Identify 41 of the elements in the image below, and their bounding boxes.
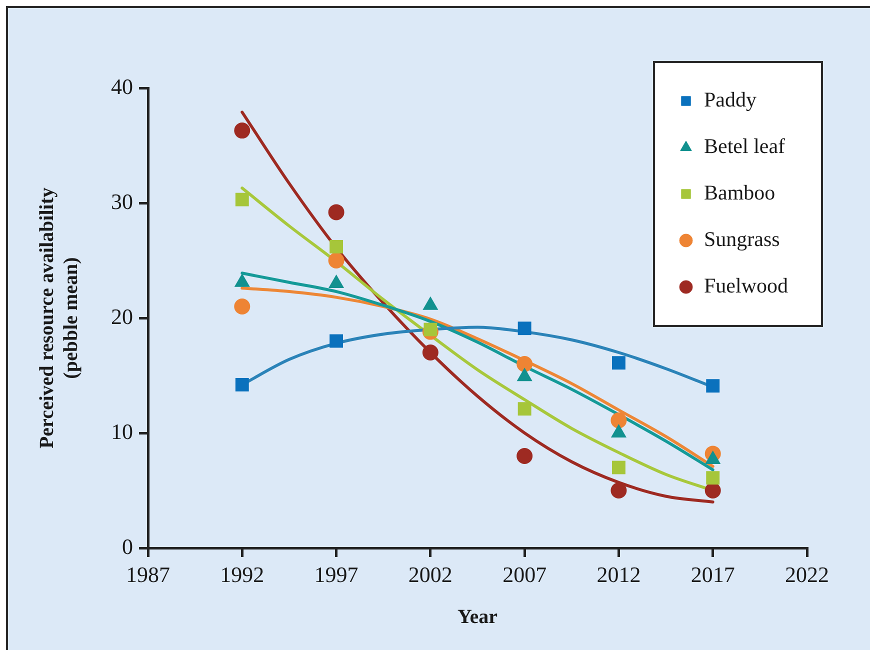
- point: [424, 322, 438, 336]
- point: [610, 412, 627, 428]
- x-tick-label: 2012: [596, 562, 641, 587]
- point: [518, 322, 532, 336]
- y-tick-label: 0: [122, 534, 133, 559]
- y-tick-label: 40: [111, 74, 133, 99]
- point: [328, 252, 344, 268]
- point: [706, 471, 720, 485]
- point: [704, 482, 721, 498]
- point: [330, 334, 344, 348]
- y-axis-title: Perceived resource availability (pebble mean): [36, 187, 82, 449]
- point: [706, 379, 720, 393]
- x-tick-label: 1987: [126, 562, 170, 587]
- y-tick-label: 20: [111, 304, 133, 329]
- point: [328, 204, 344, 220]
- x-tick-label: 2017: [690, 562, 735, 587]
- point: [422, 344, 438, 360]
- point: [234, 122, 250, 139]
- point: [610, 482, 627, 498]
- y-tick-label: 10: [111, 418, 133, 444]
- point: [612, 356, 626, 370]
- point: [330, 240, 344, 254]
- point: [516, 448, 533, 464]
- x-tick-label: 1997: [314, 562, 358, 587]
- legend-label: Sungrass: [704, 227, 780, 252]
- point: [516, 356, 533, 372]
- x-tick-label: 2022: [785, 562, 829, 587]
- point: [235, 378, 249, 392]
- point: [518, 402, 532, 416]
- point: [234, 298, 250, 314]
- y-tick-label: 30: [111, 188, 133, 214]
- legend-label: Fuelwood: [704, 274, 788, 298]
- point: [612, 460, 626, 474]
- legend-label: Betel leaf: [704, 134, 786, 158]
- legend-label: Paddy: [704, 88, 757, 112]
- x-tick-label: 2002: [408, 562, 452, 587]
- x-tick-label: 1992: [220, 562, 264, 587]
- legend-label: Bamboo: [704, 180, 776, 205]
- point: [235, 192, 249, 206]
- x-axis-title: Year: [458, 606, 498, 628]
- x-tick-label: 2007: [502, 562, 547, 587]
